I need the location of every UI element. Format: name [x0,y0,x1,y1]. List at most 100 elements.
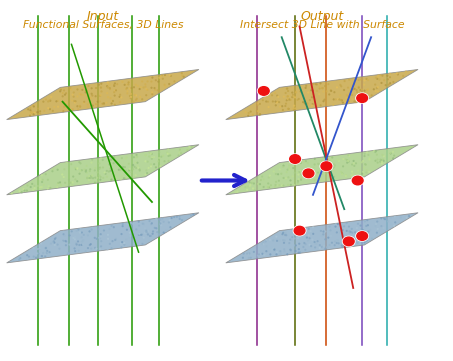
Point [42,253,49,259]
Point [164,151,171,157]
Point [47,185,54,191]
Point [155,231,163,237]
Point [347,229,354,235]
Point [340,156,347,162]
Point [318,157,326,163]
Point [36,246,43,252]
Point [127,94,135,100]
Point [280,163,287,169]
Point [143,229,150,234]
Point [280,237,287,243]
Point [96,165,104,170]
Point [110,160,117,166]
Circle shape [320,161,333,171]
Point [378,223,385,229]
Point [346,229,353,234]
Point [83,175,91,181]
Point [143,228,150,234]
Point [373,152,381,157]
Polygon shape [226,213,418,263]
Point [154,87,161,93]
Point [38,240,45,246]
Point [166,217,173,223]
Point [125,168,133,173]
Point [324,169,332,175]
Point [44,105,52,111]
Point [51,236,58,242]
Point [8,191,15,196]
Point [158,217,165,223]
Point [54,98,62,104]
Point [297,160,304,166]
Point [304,160,312,166]
Point [306,97,313,103]
Point [284,96,292,102]
Point [256,177,264,182]
Point [289,90,296,95]
Point [123,227,130,232]
Point [31,109,38,115]
Point [109,238,116,244]
Point [38,184,45,190]
Point [337,230,344,236]
Point [63,90,70,96]
Point [135,223,143,229]
Point [136,168,143,173]
Point [75,106,82,112]
Point [378,216,385,221]
Point [348,173,356,178]
Point [107,168,114,174]
Point [79,92,87,98]
Point [55,180,62,186]
Point [86,168,93,174]
Point [123,155,130,160]
Point [77,226,84,232]
Point [65,251,72,257]
Point [265,184,273,190]
Point [79,242,87,247]
Point [106,86,114,92]
Point [180,74,188,80]
Point [250,186,257,191]
Point [295,246,303,252]
Point [107,95,114,101]
Point [321,97,328,103]
Point [54,167,61,173]
Point [83,163,90,169]
Point [39,250,47,256]
Point [303,235,310,240]
Point [134,239,141,244]
Point [98,88,105,94]
Point [145,228,152,234]
Point [26,248,34,253]
Point [162,83,169,89]
Point [281,248,288,254]
Point [377,157,385,163]
Point [363,149,371,155]
Point [283,97,290,103]
Point [100,175,107,181]
Point [366,169,373,175]
Point [178,70,185,76]
Point [371,82,379,87]
Point [62,238,69,244]
Point [87,166,94,172]
Point [41,108,48,114]
Point [148,220,155,226]
Point [319,85,326,91]
Point [69,179,76,185]
Point [363,168,370,173]
Point [105,84,112,90]
Point [306,169,313,174]
Point [92,85,100,91]
Point [360,172,367,178]
Point [162,73,169,79]
Point [366,156,373,161]
Point [350,161,357,166]
Point [309,92,316,97]
Point [322,83,329,89]
Point [74,87,81,92]
Point [311,162,318,168]
Point [403,215,410,221]
Point [363,170,370,175]
